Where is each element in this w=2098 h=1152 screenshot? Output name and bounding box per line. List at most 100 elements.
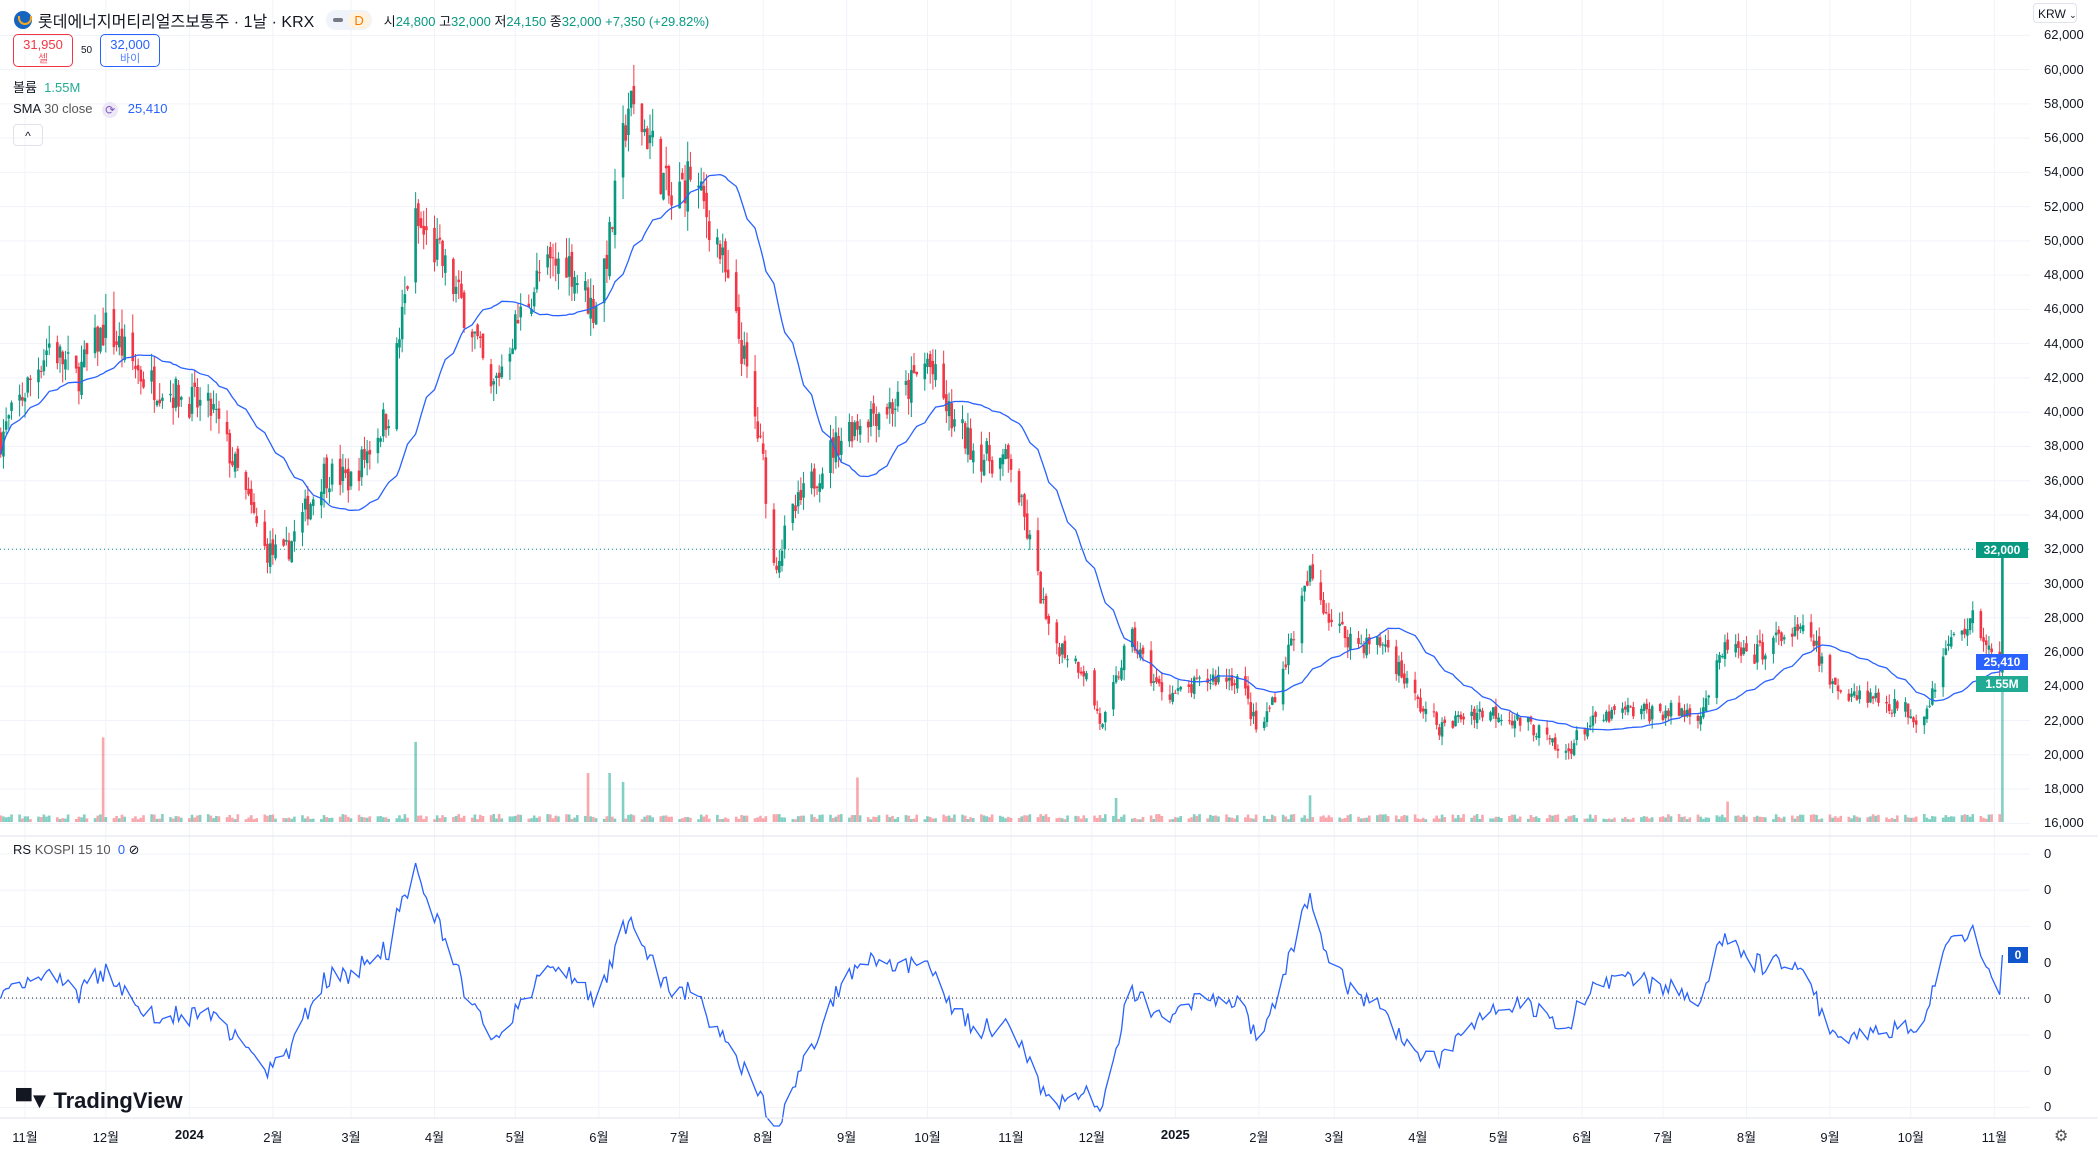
candle <box>821 467 824 490</box>
candle <box>1044 593 1048 621</box>
rs-legend[interactable]: RS KOSPI 15 10 0 ⊘ <box>13 842 140 858</box>
volume-bar <box>1877 814 1880 822</box>
candle <box>686 141 690 231</box>
volume-bar <box>839 814 843 822</box>
volume-bar <box>45 816 48 822</box>
candle <box>1545 720 1549 741</box>
currency-dropdown[interactable]: KRW ⌄ <box>2033 3 2077 23</box>
time-axis-label: 10월 <box>914 1130 941 1145</box>
volume-bar <box>462 815 466 822</box>
candle <box>1890 709 1894 718</box>
candle <box>1745 636 1748 652</box>
volume-bar <box>198 814 202 822</box>
volume-bar <box>1149 815 1153 822</box>
volume-bar <box>287 817 291 822</box>
volume-bar <box>190 814 194 822</box>
candle <box>780 539 784 572</box>
candle <box>699 167 703 192</box>
volume-bar <box>1677 814 1681 822</box>
low-value: 24,150 <box>506 13 547 29</box>
rs-axis-label: 0 <box>2044 954 2052 970</box>
price-axis-label: 40,000 <box>2044 404 2084 420</box>
market-status-badge[interactable]: D <box>326 10 372 30</box>
volume-bar <box>1233 818 1236 822</box>
sell-button[interactable]: 31,950 셀 <box>13 34 73 67</box>
collapse-legend-button[interactable]: ^ <box>13 124 43 146</box>
candle <box>1834 677 1837 686</box>
price-axis-label: 34,000 <box>2044 506 2084 522</box>
candle <box>1831 678 1834 694</box>
volume-bar <box>980 814 983 822</box>
tradingview-logo[interactable]: ▀▼ TradingView <box>16 1088 183 1114</box>
volume-bar <box>1607 818 1611 822</box>
volume-bar <box>1017 817 1021 822</box>
candle <box>1535 732 1538 741</box>
time-axis-label: 10월 <box>1897 1130 1925 1145</box>
candle <box>169 380 172 403</box>
volume-bar <box>893 818 897 822</box>
candle <box>1817 627 1821 673</box>
volume-bar <box>293 816 296 822</box>
candle <box>1281 661 1285 711</box>
volume-bar <box>904 815 908 822</box>
time-axis-label: 7월 <box>1653 1130 1673 1145</box>
volume-bar <box>651 817 655 822</box>
volume-bar <box>1376 815 1379 822</box>
candle <box>1419 688 1422 714</box>
candle <box>1028 530 1032 551</box>
volume-bar <box>406 817 409 822</box>
candle <box>274 534 277 561</box>
volume-bar <box>417 815 420 822</box>
symbol-title[interactable]: 롯데에너지머티리얼즈보통주 · 1날 · KRX <box>38 14 315 31</box>
candle <box>1273 692 1277 704</box>
volume-bar <box>1645 816 1649 822</box>
buy-button[interactable]: 32,000 바이 <box>100 34 161 67</box>
volume-bar <box>153 814 156 822</box>
settings-gear-icon[interactable]: ⚙ <box>2054 1128 2069 1145</box>
volume-legend[interactable]: 볼륨 1.55M <box>13 77 80 96</box>
currency-label: KRW <box>2038 7 2066 21</box>
rs-axis-label: 0 <box>2044 1027 2052 1042</box>
candle <box>1055 619 1059 655</box>
candle <box>530 298 533 317</box>
candle <box>26 376 29 398</box>
candle <box>1990 643 1993 657</box>
volume-bar <box>1262 815 1266 822</box>
volume-bar <box>796 816 800 822</box>
volume-bar <box>1782 816 1786 822</box>
volume-bar <box>1982 817 1985 822</box>
candle <box>325 454 329 499</box>
volume-bar <box>1117 818 1121 822</box>
candle <box>1171 685 1174 705</box>
sma-legend[interactable]: SMA 30 close ⟳ 25,410 <box>13 101 168 118</box>
candle <box>1928 700 1931 709</box>
candle <box>123 324 126 363</box>
volume-bar <box>1265 818 1269 822</box>
volume-bar <box>707 818 711 822</box>
candle <box>1632 701 1635 720</box>
candle <box>287 532 291 562</box>
candle <box>1982 627 1985 652</box>
candle <box>721 233 725 273</box>
volume-bar <box>592 816 595 822</box>
volume-bar <box>1160 815 1164 822</box>
sync-icon[interactable]: ⟳ <box>102 101 119 118</box>
candle <box>538 260 541 282</box>
candle <box>1621 702 1624 719</box>
candle <box>1289 633 1293 646</box>
candle <box>1516 712 1519 721</box>
candle <box>1551 738 1554 747</box>
candle <box>1764 653 1767 670</box>
volume-bar <box>1952 816 1956 822</box>
candle <box>567 238 571 296</box>
hidden-icon[interactable]: ⊘ <box>128 842 140 857</box>
candle <box>1341 611 1344 625</box>
volume-bar <box>667 816 671 822</box>
candle <box>1009 454 1013 483</box>
candle <box>1157 675 1161 687</box>
volume-bar <box>1440 814 1444 822</box>
candle <box>689 151 692 182</box>
volume-bar <box>328 817 331 822</box>
volume-bar <box>1532 817 1535 822</box>
